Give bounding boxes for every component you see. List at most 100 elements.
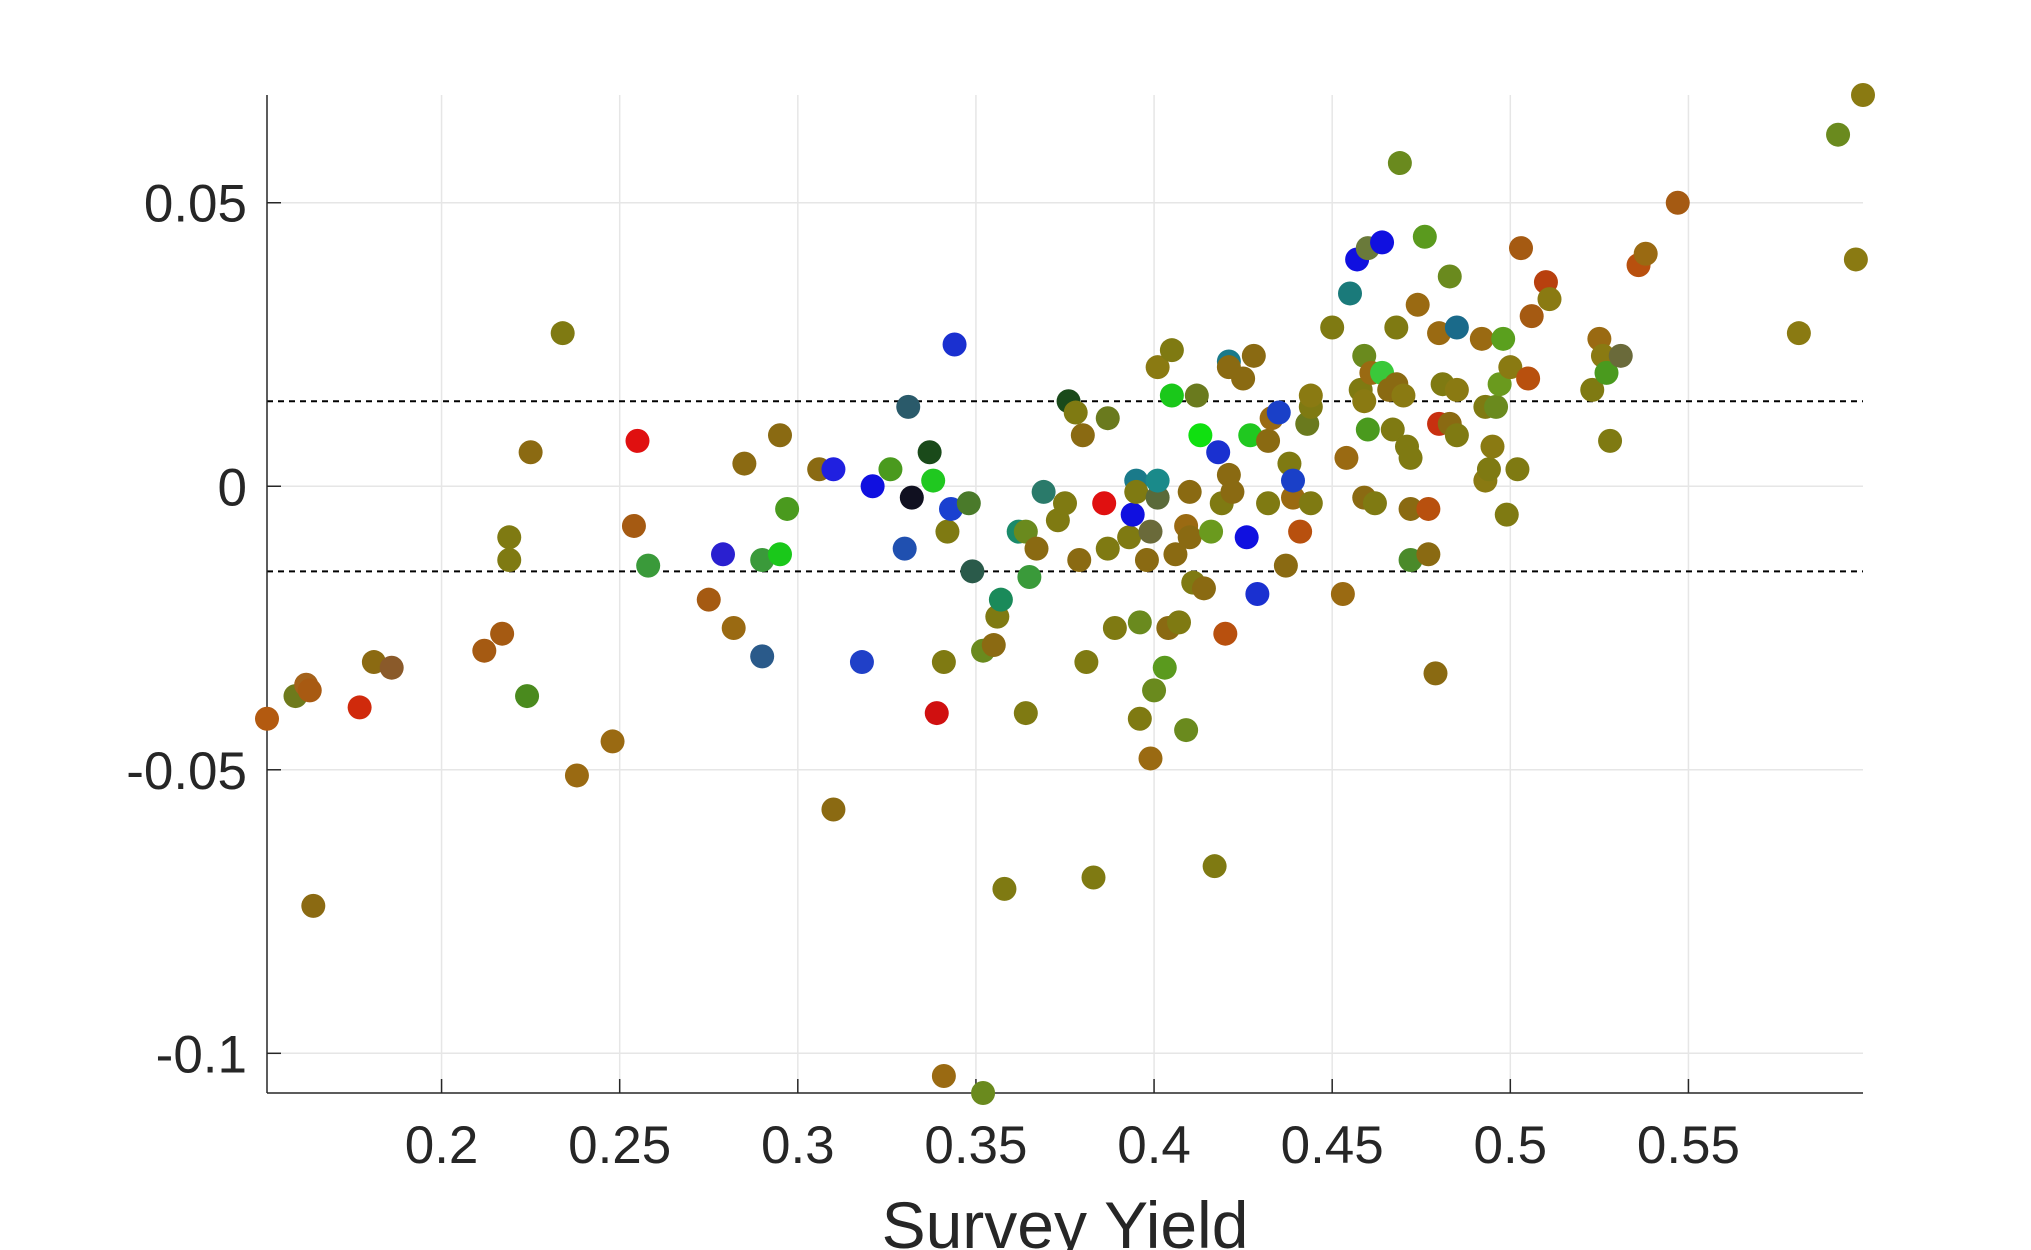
scatter-point <box>1053 491 1077 516</box>
scatter-point <box>1191 576 1216 601</box>
scatter-point <box>1330 582 1355 606</box>
scatter-point <box>297 678 322 703</box>
scatter-point <box>1437 264 1462 289</box>
x-tick-label: 0.3 <box>761 1116 835 1175</box>
scatter-point <box>892 536 917 561</box>
scatter-point <box>960 559 985 584</box>
scatter-point <box>255 706 279 731</box>
scatter-point <box>988 587 1013 612</box>
scatter-point <box>696 587 721 612</box>
x-tick-label: 0.4 <box>1117 1116 1191 1175</box>
scatter-point <box>497 547 522 572</box>
scatter-point <box>1206 440 1231 465</box>
scatter-point <box>1519 304 1544 329</box>
scatter-point <box>1074 650 1099 675</box>
scatter-point <box>1298 383 1323 408</box>
scatter-point <box>1391 383 1416 408</box>
scatter-point <box>1380 417 1405 442</box>
scatter-point <box>1213 621 1238 646</box>
scatter-point <box>1334 445 1359 470</box>
scatter-point <box>1152 655 1177 680</box>
y-tick-label: -0.05 <box>126 742 247 801</box>
scatter-point <box>1580 377 1605 402</box>
scatter-point <box>1095 406 1120 431</box>
scatter-point <box>1273 553 1298 578</box>
scatter-point <box>1498 355 1523 380</box>
scatter-point <box>1516 366 1541 391</box>
scatter-point <box>935 519 960 544</box>
scatter-point <box>1092 491 1117 516</box>
scatter-point <box>1145 485 1170 510</box>
scatter-point <box>971 1081 996 1105</box>
scatter-point <box>1031 479 1056 504</box>
scatter-point <box>564 763 589 788</box>
scatter-point <box>924 701 949 726</box>
scatter-point <box>1320 315 1345 340</box>
scatter-point <box>1355 417 1380 442</box>
ticks: 0.2 0.25 0.3 0.35 0.4 0.45 0.5 0.55 -0.1 -0.05 0 0.… <box>126 175 1740 1175</box>
scatter-point <box>490 621 515 646</box>
scatter-point <box>1188 423 1213 448</box>
scatter-point <box>1202 854 1227 879</box>
scatter-point <box>1017 564 1042 589</box>
scatter-point <box>1256 428 1281 453</box>
scatter-point <box>921 468 946 493</box>
scatter-point <box>1117 525 1142 550</box>
scatter-point <box>1138 519 1163 544</box>
scatter-point <box>1120 502 1145 527</box>
scatter-point <box>1281 468 1305 493</box>
scatter-point <box>625 428 650 453</box>
scatter-point <box>1142 678 1167 703</box>
x-axis-title: Survey Yield <box>882 1188 1249 1250</box>
scatter-point <box>550 321 575 346</box>
scatter-point <box>956 491 981 516</box>
scatter-point <box>1241 343 1266 368</box>
scatter-point <box>1362 491 1387 516</box>
scatter-point <box>931 650 956 675</box>
scatter-point <box>1444 315 1469 340</box>
scatter-point <box>821 797 846 822</box>
scatter-point <box>1063 400 1088 425</box>
scatter-point <box>1298 491 1323 516</box>
scatter-point <box>1398 445 1423 470</box>
scatter-point <box>899 485 924 510</box>
scatter-point <box>1423 661 1448 686</box>
scatter-point <box>1127 706 1152 731</box>
scatter-point <box>1469 326 1494 351</box>
scatter-point <box>721 616 746 641</box>
scatter-point <box>1013 701 1038 726</box>
scatter-point <box>1786 321 1811 346</box>
scatter-point <box>1159 383 1184 408</box>
scatter-point <box>621 513 646 538</box>
scatter-point <box>1494 502 1519 527</box>
scatter-point <box>1851 83 1875 107</box>
scatter-point <box>768 542 792 567</box>
scatter-point <box>1127 610 1152 635</box>
scatter-point <box>1398 496 1423 521</box>
scatter-point <box>1177 525 1202 550</box>
scatter-point <box>1124 479 1149 504</box>
scatter-point <box>992 876 1017 901</box>
scatter-point <box>1484 394 1509 419</box>
scatter-point <box>515 684 540 709</box>
scatter-point <box>878 457 903 482</box>
scatter-point <box>301 893 326 918</box>
scatter-point <box>600 729 625 754</box>
scatter-point <box>1266 400 1291 425</box>
scatter-point <box>768 423 792 448</box>
scatter-point <box>711 542 735 567</box>
scatter-point <box>1405 292 1430 317</box>
scatter-point <box>1245 582 1270 606</box>
scatter-point <box>917 440 942 465</box>
x-tick-label: 0.35 <box>924 1116 1027 1175</box>
scatter-point <box>1095 536 1120 561</box>
scatter-point <box>379 655 404 680</box>
scatter-point <box>1352 389 1377 414</box>
scatter-point <box>896 394 921 419</box>
scatter-point <box>1177 479 1202 504</box>
scatter-point <box>981 633 1006 658</box>
scatter-point <box>1370 230 1395 255</box>
scatter-point <box>1384 315 1409 340</box>
scatter-point <box>1234 525 1259 550</box>
x-tick-label: 0.55 <box>1637 1116 1740 1175</box>
